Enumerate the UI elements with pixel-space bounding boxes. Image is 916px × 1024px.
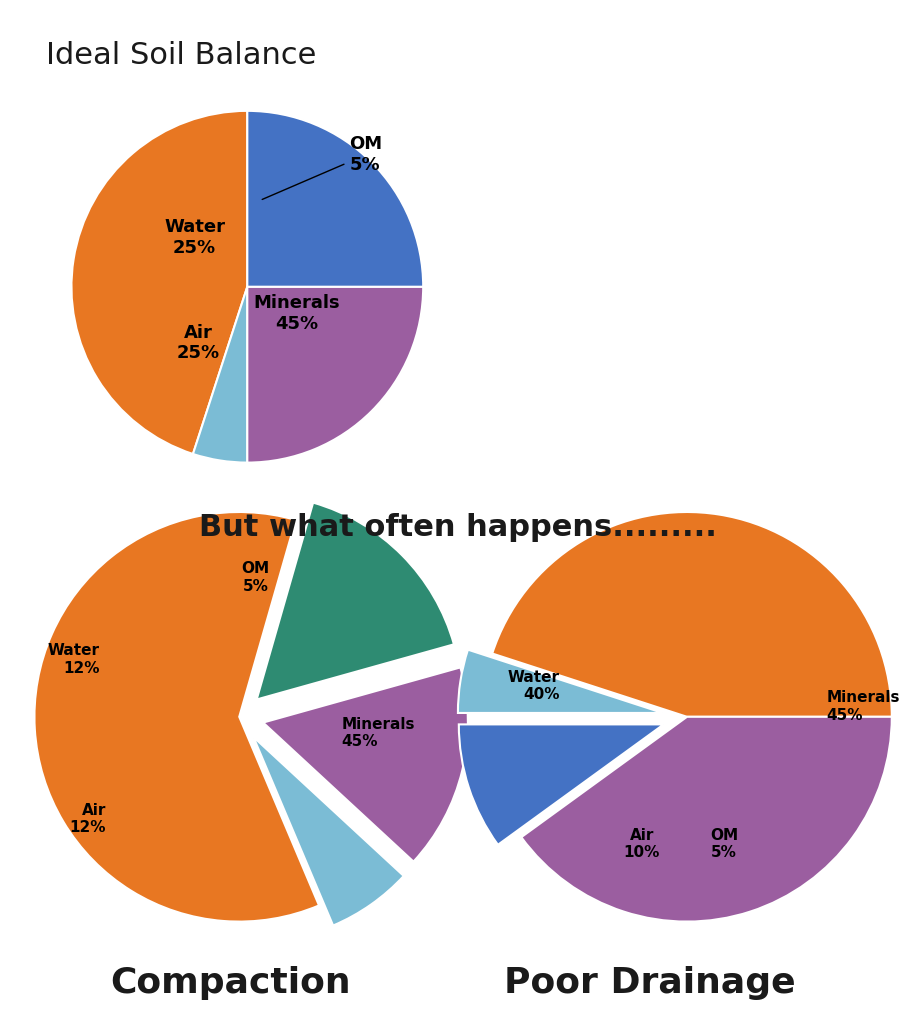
Wedge shape [254, 737, 404, 926]
Text: Ideal Soil Balance: Ideal Soil Balance [46, 41, 316, 70]
Text: Water
25%: Water 25% [164, 218, 225, 257]
Text: But what often happens.........: But what often happens......... [199, 513, 717, 542]
Wedge shape [458, 649, 663, 713]
Wedge shape [492, 512, 892, 717]
Text: Minerals
45%: Minerals 45% [253, 294, 340, 333]
Text: Air
25%: Air 25% [177, 324, 220, 362]
Text: Water
12%: Water 12% [48, 643, 100, 676]
Wedge shape [521, 717, 892, 922]
Wedge shape [35, 512, 319, 922]
Wedge shape [71, 111, 247, 454]
Text: Water
40%: Water 40% [508, 670, 560, 702]
Text: OM
5%: OM 5% [262, 135, 383, 200]
Wedge shape [459, 724, 663, 845]
Text: OM
5%: OM 5% [710, 827, 738, 860]
Wedge shape [193, 287, 247, 463]
Text: Compaction: Compaction [110, 966, 351, 1000]
Text: Air
10%: Air 10% [624, 827, 660, 860]
Text: Poor Drainage: Poor Drainage [504, 966, 795, 1000]
Wedge shape [247, 287, 423, 463]
Text: OM
5%: OM 5% [242, 561, 269, 594]
Wedge shape [247, 111, 423, 287]
Text: Minerals
45%: Minerals 45% [342, 717, 415, 750]
Text: Air
12%: Air 12% [70, 803, 106, 836]
Wedge shape [263, 668, 468, 861]
Text: Minerals
45%: Minerals 45% [826, 690, 900, 723]
Wedge shape [256, 503, 454, 699]
